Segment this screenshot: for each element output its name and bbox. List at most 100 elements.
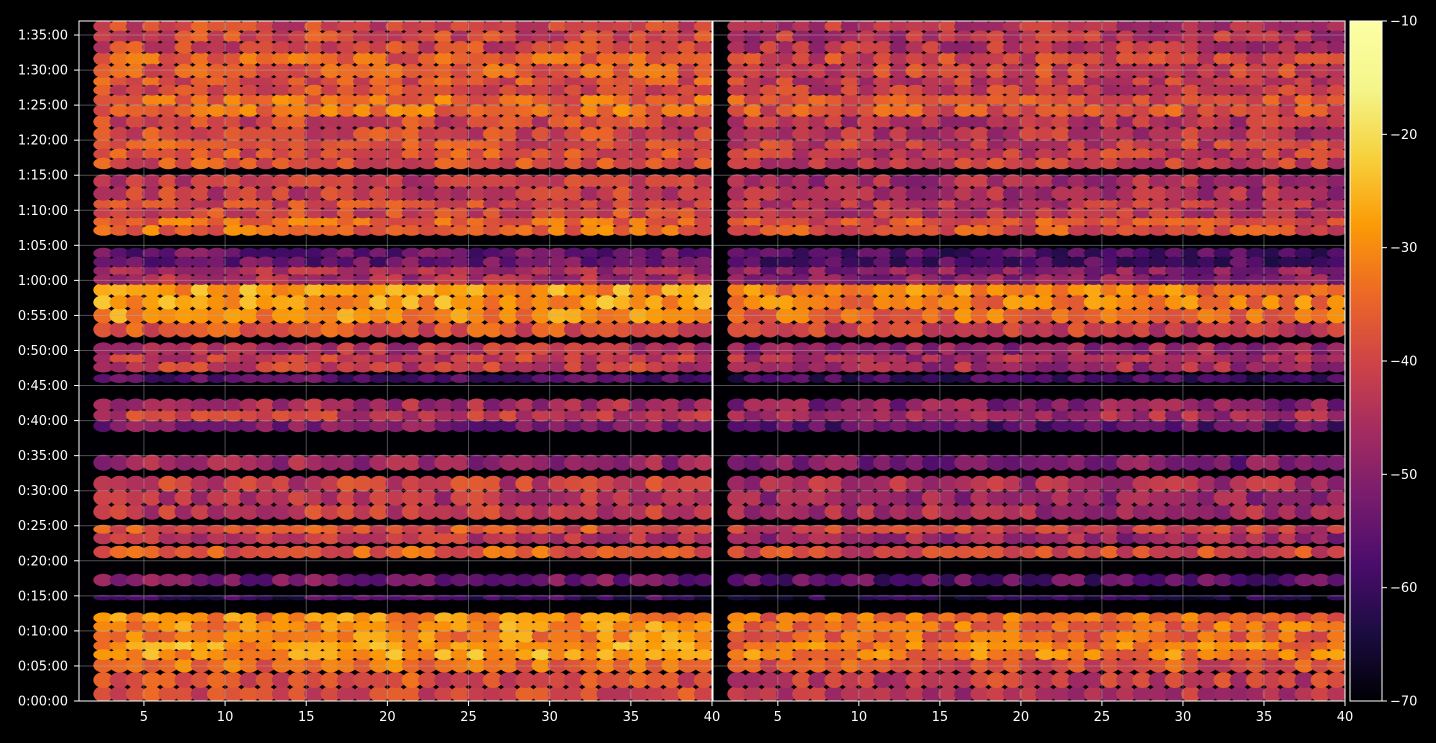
heatmap-cell	[466, 454, 487, 471]
heatmap-cell	[1262, 265, 1283, 277]
heatmap-cell	[873, 640, 894, 652]
heatmap-cell	[1116, 157, 1137, 170]
heatmap-cell	[743, 621, 764, 632]
heatmap-cell	[515, 374, 536, 383]
heatmap-cell	[499, 198, 520, 210]
heatmap-cell	[873, 629, 894, 643]
heatmap-cell	[1229, 686, 1250, 701]
heatmap-cell	[1245, 307, 1266, 324]
heatmap-cell	[661, 148, 682, 160]
heatmap-cell	[1164, 629, 1185, 643]
heatmap-cell	[661, 629, 682, 643]
heatmap-cell	[629, 573, 649, 587]
heatmap-cell	[921, 686, 942, 701]
heatmap-cell	[792, 157, 813, 170]
heatmap-cell	[629, 398, 649, 412]
heatmap-cell	[743, 321, 764, 338]
heatmap-cell	[1245, 126, 1266, 142]
heatmap-cell	[596, 409, 617, 422]
heatmap-cell	[1035, 321, 1056, 338]
heatmap-cell	[1164, 640, 1185, 652]
heatmap-cell	[808, 657, 829, 673]
heatmap-cell	[125, 640, 146, 652]
heatmap-cell	[531, 524, 552, 534]
heatmap-cell	[727, 374, 748, 383]
heatmap-cell	[369, 139, 390, 151]
heatmap-cell	[207, 282, 227, 298]
heatmap-cell	[93, 148, 114, 160]
heatmap-cell	[1262, 649, 1283, 660]
heatmap-cell	[970, 265, 991, 277]
heatmap-cell	[93, 157, 114, 170]
heatmap-cell	[174, 247, 195, 259]
heatmap-cell	[840, 621, 861, 632]
heatmap-cell	[1051, 524, 1072, 534]
heatmap-cell	[840, 274, 861, 285]
heatmap-cell	[840, 398, 861, 412]
heatmap-cell	[1002, 374, 1023, 383]
heatmap-cell	[304, 30, 325, 44]
heatmap-cell	[661, 321, 682, 338]
heatmap-cell	[792, 247, 813, 259]
heatmap-cell	[856, 672, 877, 688]
heatmap-cell	[1051, 573, 1072, 587]
heatmap-cell	[1083, 612, 1104, 624]
heatmap-cell	[921, 545, 942, 559]
heatmap-cell	[596, 225, 617, 236]
heatmap-cell	[109, 657, 130, 673]
heatmap-cell	[693, 307, 712, 324]
heatmap-cell	[986, 353, 1007, 364]
heatmap-cell	[1213, 295, 1234, 310]
heatmap-cell	[109, 594, 130, 601]
heatmap-cell	[921, 307, 942, 324]
heatmap-cell	[1197, 489, 1218, 506]
heatmap-cell	[531, 573, 552, 587]
heatmap-cell	[320, 649, 341, 660]
heatmap-cell	[1278, 342, 1299, 356]
heatmap-cell	[418, 503, 438, 520]
heatmap-cell	[743, 207, 764, 219]
heatmap-cell	[482, 409, 503, 422]
heatmap-cell	[1197, 672, 1218, 688]
heatmap-cell	[1213, 649, 1234, 660]
y-tick-label: 0:10:00	[18, 624, 68, 639]
heatmap-cell	[418, 649, 438, 660]
heatmap-cell	[727, 84, 748, 96]
heatmap-cell	[889, 126, 910, 142]
heatmap-cell	[385, 629, 406, 643]
heatmap-cell	[499, 282, 520, 298]
heatmap-cell	[418, 63, 438, 78]
heatmap-cell	[743, 612, 764, 624]
heatmap-cell	[1294, 139, 1315, 151]
heatmap-cell	[174, 640, 195, 652]
heatmap-cell	[1100, 186, 1120, 201]
heatmap-cell	[1132, 640, 1153, 652]
heatmap-cell	[1002, 265, 1023, 277]
heatmap-cell	[418, 265, 438, 277]
heatmap-cell	[629, 139, 649, 151]
heatmap-cell	[1245, 353, 1266, 364]
heatmap-cell	[271, 51, 292, 66]
heatmap-cell	[515, 265, 536, 277]
heatmap-cell	[677, 186, 698, 201]
heatmap-cell	[1278, 353, 1299, 364]
heatmap-cell	[418, 225, 438, 236]
heatmap-cell	[954, 409, 975, 422]
heatmap-cell	[190, 353, 211, 364]
heatmap-cell	[986, 76, 1007, 87]
heatmap-cell	[1132, 629, 1153, 643]
heatmap-cell	[547, 274, 568, 285]
heatmap-cell	[336, 594, 357, 601]
heatmap-cell	[629, 21, 649, 33]
x-tick-label: 25	[460, 710, 477, 725]
heatmap-cell	[824, 686, 845, 701]
heatmap-cell	[482, 63, 503, 78]
heatmap-cell	[499, 225, 520, 236]
heatmap-cell	[109, 274, 130, 285]
heatmap-cell	[1002, 657, 1023, 673]
heatmap-cell	[938, 398, 958, 412]
heatmap-cell	[1197, 216, 1218, 228]
heatmap-cell	[1067, 274, 1088, 285]
heatmap-cell	[1181, 672, 1202, 688]
heatmap-cell	[1035, 265, 1056, 277]
